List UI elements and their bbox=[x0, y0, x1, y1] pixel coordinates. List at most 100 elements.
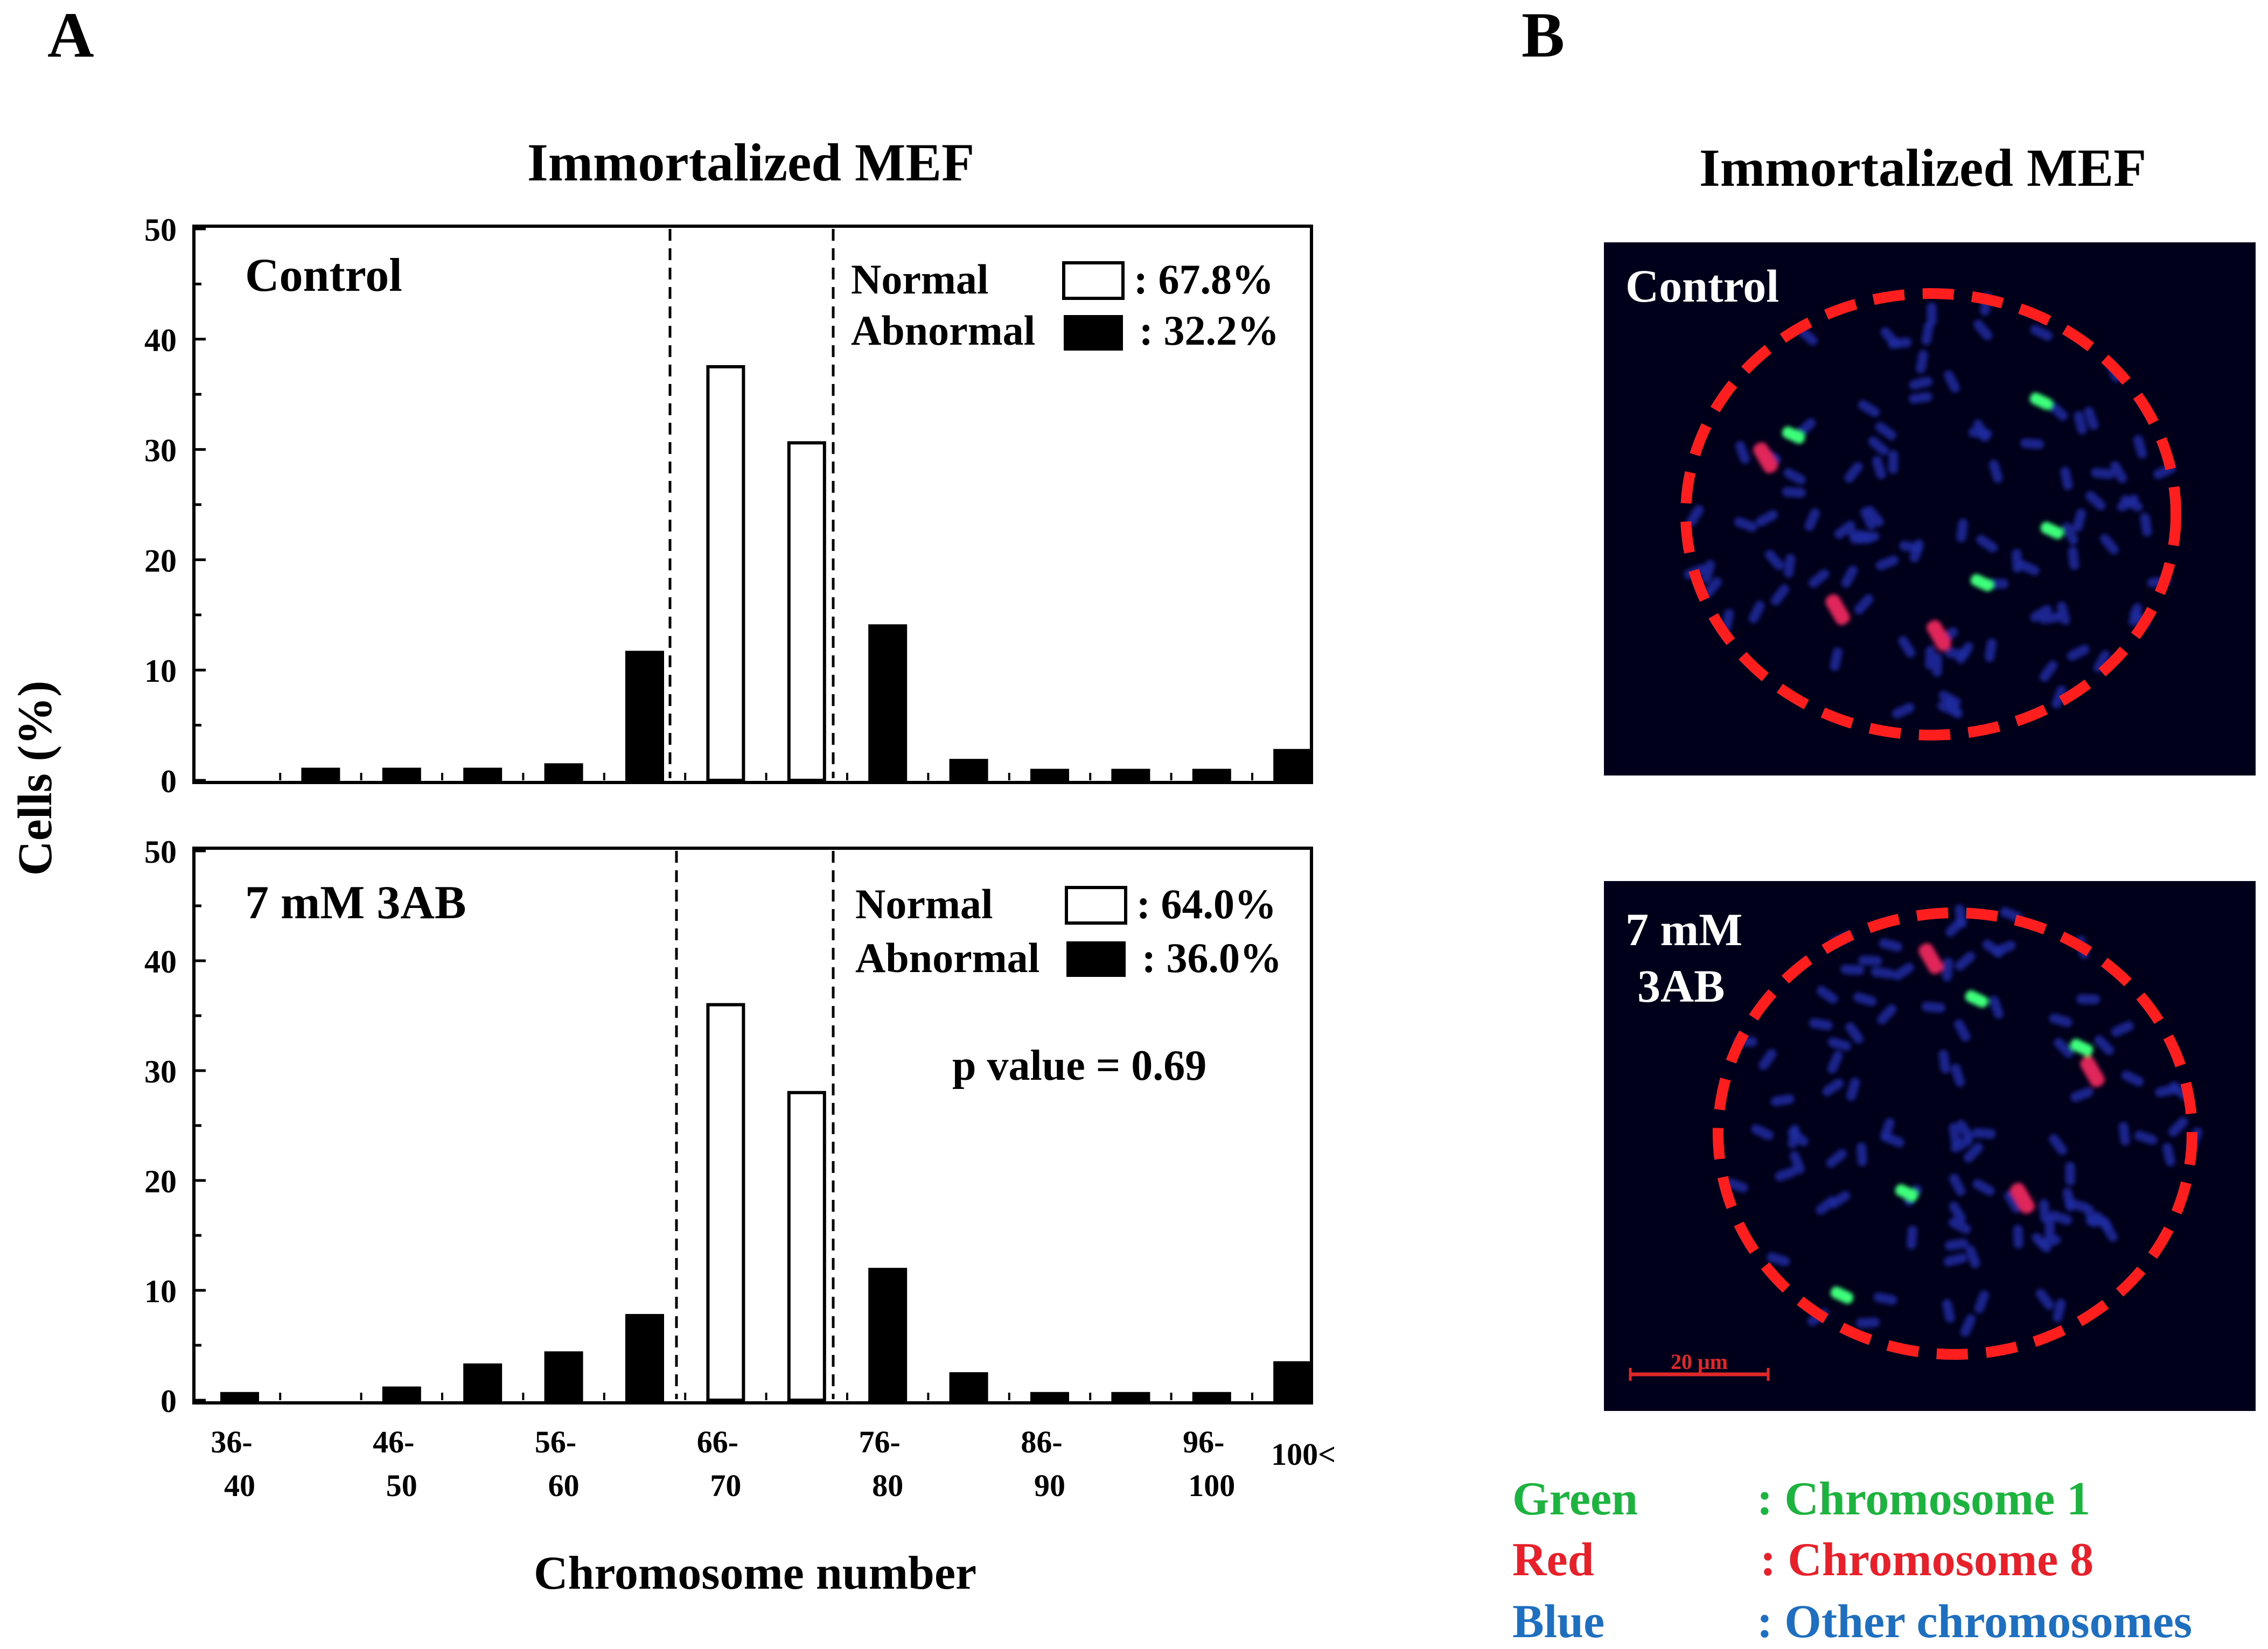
chromosome-blue bbox=[1788, 1124, 1800, 1149]
bar-abnormal bbox=[1030, 768, 1069, 782]
chromosome-blue bbox=[1944, 370, 1960, 393]
chromosome-blue bbox=[2013, 1225, 2023, 1249]
chromosome-blue bbox=[1748, 600, 1765, 624]
panel-a-label: A bbox=[47, 0, 94, 71]
key-green-desc: : Chromosome 1 bbox=[1757, 1473, 2090, 1525]
bar-abnormal bbox=[463, 767, 503, 782]
chromosome-blue bbox=[2093, 650, 2110, 673]
chromosome-blue bbox=[2030, 605, 2052, 622]
chromosome-blue bbox=[2030, 325, 2053, 341]
chromosome-blue bbox=[1858, 955, 1882, 966]
legend-normal-label: Normal bbox=[855, 881, 993, 927]
y-tick-label: 20 bbox=[144, 1164, 177, 1199]
panel-b-label: B bbox=[1522, 0, 1565, 71]
legend-abnormal-swatch bbox=[1066, 941, 1126, 977]
chromosome-red bbox=[2080, 1056, 2105, 1087]
x-tick-label: 60 bbox=[548, 1468, 580, 1503]
bar-abnormal bbox=[1111, 1392, 1150, 1402]
chromosome-blue bbox=[1972, 1179, 1995, 1196]
chromosome-blue bbox=[2162, 1143, 2175, 1166]
bar-abnormal bbox=[625, 1313, 664, 1402]
bar-normal bbox=[787, 1091, 826, 1402]
micrograph-label: Control bbox=[1625, 260, 1779, 312]
chromosome-blue bbox=[1909, 392, 1932, 404]
y-axis-label: Cells (%) bbox=[9, 681, 62, 876]
chromosome-blue bbox=[1956, 519, 1968, 542]
chromosome-blue bbox=[2134, 1130, 2158, 1145]
chromosome-blue bbox=[1875, 555, 1899, 570]
chromosome-blue bbox=[1973, 319, 1993, 340]
y-tick-label: 20 bbox=[144, 543, 177, 578]
key-green-name: Green bbox=[1512, 1473, 1638, 1525]
micrograph-label-line1: 7 mM bbox=[1625, 904, 1742, 955]
chromosome-blue bbox=[2039, 660, 2058, 682]
chromosome-blue bbox=[2110, 461, 2127, 484]
chromosome-blue bbox=[1840, 964, 1865, 975]
bars bbox=[279, 365, 1313, 782]
chromosome-blue bbox=[1898, 636, 1916, 658]
chromosome-blue bbox=[1854, 594, 1874, 614]
chromosome-spread bbox=[1725, 904, 2202, 1337]
chromosome-blue bbox=[1853, 992, 1876, 1007]
chart-3ab: 0 10 20 30 40 50 7 mM 3AB Normal : 64.0% Abno… bbox=[144, 834, 1313, 1419]
chromosome-blue bbox=[1965, 1245, 1980, 1268]
chromosome-blue bbox=[1701, 560, 1715, 583]
chromosome-blue bbox=[2062, 522, 2078, 545]
y-tick-label: 50 bbox=[144, 834, 177, 870]
chromosome-red bbox=[1825, 594, 1850, 625]
chromosome-blue bbox=[1909, 376, 1932, 390]
key-blue-desc: : Other chromosomes bbox=[1757, 1596, 2192, 1648]
chromosome-blue bbox=[2120, 495, 2143, 512]
chromosome-blue bbox=[2100, 534, 2119, 555]
chromosome-blue bbox=[1875, 422, 1896, 441]
chromosome-blue bbox=[2047, 401, 2068, 421]
chromosome-blue bbox=[2049, 1013, 2072, 1028]
chromosome-blue bbox=[1860, 507, 1876, 530]
x-tick-label: 36- bbox=[211, 1424, 252, 1459]
chromosome-blue bbox=[1945, 648, 1969, 659]
chromosome-blue bbox=[1868, 436, 1889, 456]
chromosome-blue bbox=[1756, 510, 1778, 527]
chromosome-blue bbox=[1945, 917, 1965, 937]
bar-abnormal bbox=[301, 767, 340, 782]
x-tick-label: 66- bbox=[697, 1424, 738, 1459]
chromosome-blue bbox=[1845, 1022, 1864, 1044]
x-tick-label: 100 bbox=[1188, 1468, 1235, 1503]
chromosome-blue bbox=[1822, 1078, 1844, 1096]
bars bbox=[220, 1003, 1313, 1402]
chromosome-blue bbox=[1855, 532, 1880, 543]
chromosome-blue bbox=[1775, 1166, 1798, 1182]
chromosome-blue bbox=[1921, 322, 1934, 345]
chromosome-blue bbox=[1963, 1142, 1983, 1163]
y-tick-label: 50 bbox=[144, 212, 177, 248]
x-tick-label: 90 bbox=[1034, 1468, 1065, 1503]
x-tick-label: 56- bbox=[535, 1424, 576, 1459]
key-red-name: Red bbox=[1512, 1534, 1594, 1586]
chromosome-blue bbox=[1783, 468, 1806, 485]
chromosome-blue bbox=[1888, 450, 1899, 474]
x-tick-label: 86- bbox=[1021, 1424, 1062, 1459]
legend-abnormal-value: : 36.0% bbox=[1142, 934, 1282, 981]
bar-abnormal bbox=[949, 1372, 988, 1402]
chromosome-blue bbox=[1988, 459, 2003, 483]
chromosome-blue bbox=[1767, 1252, 1790, 1267]
legend-normal-swatch bbox=[1062, 261, 1125, 300]
chromosome-blue bbox=[2004, 1191, 2021, 1213]
y-tick-label: 10 bbox=[144, 1274, 177, 1309]
chromosome-blue bbox=[1789, 1151, 1805, 1174]
chromosome-blue bbox=[1856, 1317, 1880, 1328]
legend-normal-value: : 67.8% bbox=[1134, 256, 1274, 303]
chromosome-blue bbox=[2133, 435, 2147, 459]
chromosome-blue bbox=[1782, 487, 1806, 498]
chromosome-blue bbox=[1830, 647, 1843, 671]
chromosome-blue bbox=[2085, 491, 2106, 511]
chromosome-blue bbox=[2017, 560, 2040, 576]
chromosome-blue bbox=[1955, 952, 1976, 971]
chromosome-blue bbox=[2065, 1162, 2075, 1186]
chromosome-blue bbox=[1858, 400, 1880, 417]
bar-abnormal bbox=[1192, 1392, 1231, 1402]
chromosome-blue bbox=[1974, 1290, 1989, 1313]
chromosome-blue bbox=[2094, 1035, 2115, 1056]
chromosome-blue bbox=[1826, 1149, 1847, 1168]
chromosome-blue bbox=[1989, 996, 2004, 1019]
